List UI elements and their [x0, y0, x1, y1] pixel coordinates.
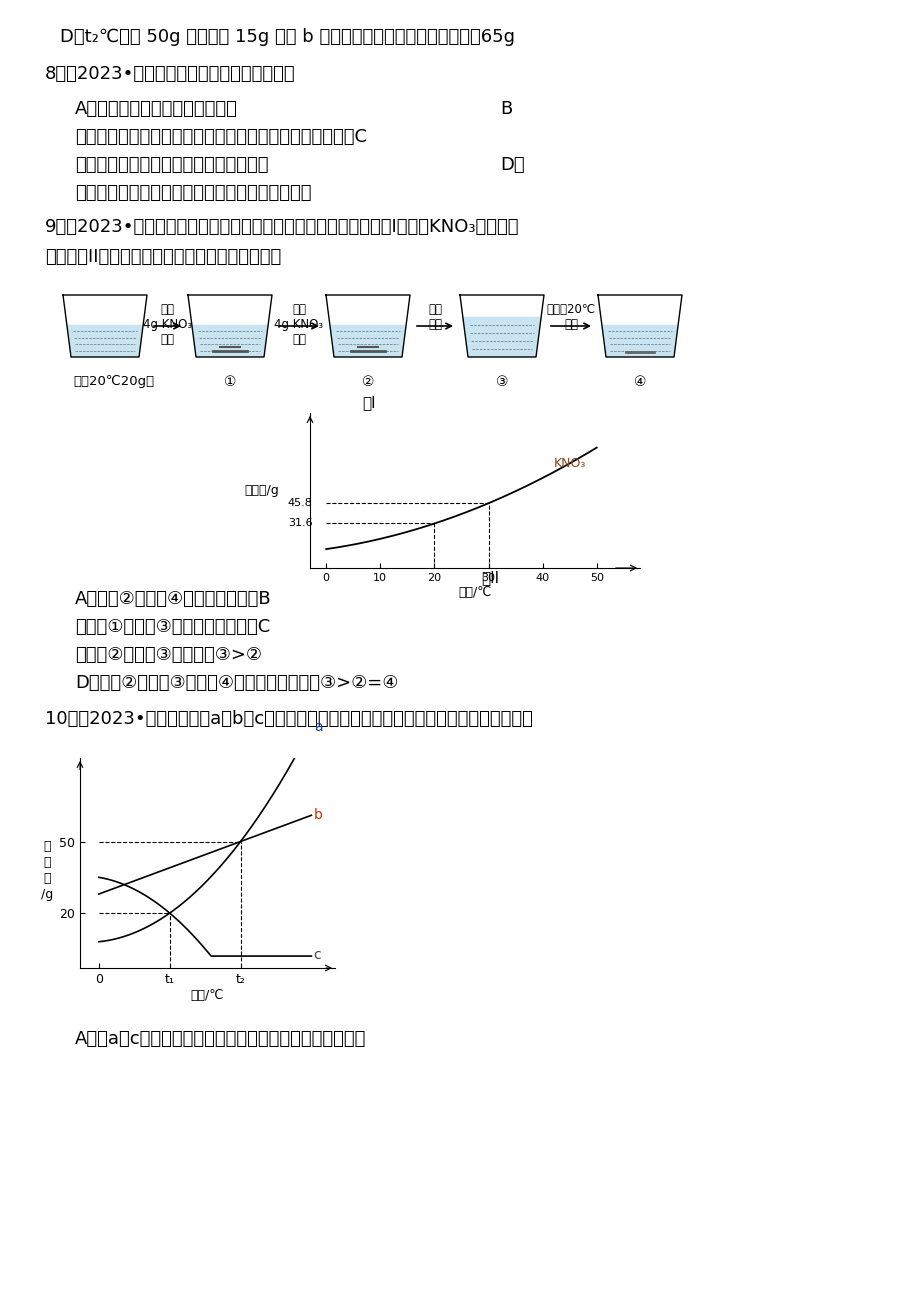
Text: b: b: [313, 809, 323, 823]
Polygon shape: [67, 324, 143, 357]
Text: A．空气中含量最多的气体是氧气: A．空气中含量最多的气体是氧气: [75, 100, 238, 118]
Text: A．溶液②、溶液④肯定是饱和溶液B: A．溶液②、溶液④肯定是饱和溶液B: [75, 590, 271, 608]
Text: D．溶液②、溶液③、溶液④的溶质质量分数：③>②=④: D．溶液②、溶液③、溶液④的溶质质量分数：③>②=④: [75, 674, 398, 691]
Text: c: c: [313, 948, 321, 962]
Text: ②: ②: [361, 375, 374, 389]
Text: ①: ①: [223, 375, 236, 389]
Text: 加八
4g KNO₃
搅拌: 加八 4g KNO₃ 搅拌: [274, 303, 323, 346]
Text: 加八
4g KNO₃
搅拌: 加八 4g KNO₃ 搅拌: [142, 303, 192, 346]
Text: D．: D．: [499, 156, 524, 174]
X-axis label: 温度/℃: 温度/℃: [190, 988, 224, 1001]
Text: 45.8: 45.8: [288, 499, 312, 509]
Text: 图I: 图I: [362, 395, 375, 410]
Text: 室渠20℃20g水: 室渠20℃20g水: [73, 375, 154, 388]
Text: D．t₂℃时向 50g 水中参加 15g 物质 b 充分搅拌，所得溶液质量肯定小于65g: D．t₂℃时向 50g 水中参加 15g 物质 b 充分搅拌，所得溶液质量肯定小…: [60, 29, 515, 46]
Polygon shape: [330, 324, 405, 357]
Text: 线（见图II）判断，下列说法错误的是（　　　）: 线（见图II）判断，下列说法错误的是（ ）: [45, 247, 281, 266]
Text: 溶解度/g: 溶解度/g: [244, 484, 278, 497]
Text: A．使a、c的饱和溶液析出晶体都可以承受降温结晶的方法: A．使a、c的饱和溶液析出晶体都可以承受降温结晶的方法: [75, 1030, 366, 1048]
Text: 31.6: 31.6: [288, 518, 312, 529]
Text: 10．（2023•泰安）如图是a、b、c三种固体物质的溶解度曲线。以下说法正确的选项是（）: 10．（2023•泰安）如图是a、b、c三种固体物质的溶解度曲线。以下说法正确的…: [45, 710, 532, 728]
Text: a: a: [313, 720, 322, 734]
X-axis label: 温度/℃: 温度/℃: [458, 586, 491, 599]
Polygon shape: [601, 324, 677, 357]
Text: ④: ④: [633, 375, 645, 389]
Text: ．溶液①、溶液③肯定是不饱和溶液C: ．溶液①、溶液③肯定是不饱和溶液C: [75, 618, 270, 635]
Text: 溶
解
度
/g: 溶 解 度 /g: [40, 840, 53, 901]
Text: 图II: 图II: [481, 570, 498, 585]
Text: 8．（2023•菏泽）以下说法正确的选项是（）: 8．（2023•菏泽）以下说法正确的选项是（）: [45, 65, 295, 83]
Text: ③: ③: [495, 375, 507, 389]
Text: B: B: [499, 100, 512, 118]
Text: ．电解水时与电源正极相连的试管中产生的气体具有助燃性C: ．电解水时与电源正极相连的试管中产生的气体具有助燃性C: [75, 128, 367, 146]
Polygon shape: [192, 324, 267, 357]
Text: 升温
搅拌: 升温 搅拌: [427, 303, 441, 331]
Text: 一氧化碳和二氧化碳组成元素一样，化学性质一样: 一氧化碳和二氧化碳组成元素一样，化学性质一样: [75, 184, 312, 202]
Text: ．溶液②、溶液③的质量：③>②: ．溶液②、溶液③的质量：③>②: [75, 646, 262, 664]
Polygon shape: [462, 316, 540, 357]
Text: 降温至20℃
静置: 降温至20℃ 静置: [546, 303, 595, 331]
Text: KNO₃: KNO₃: [553, 457, 585, 470]
Text: ．防止锵制品生锈必需同时隔绍氧气和水: ．防止锵制品生锈必需同时隔绍氧气和水: [75, 156, 268, 174]
Text: 9．（2023•济宁）为探究础酸鿨的溶解性，进展了如图试验（见图I）结合KNO₃溶解度曲: 9．（2023•济宁）为探究础酸鿨的溶解性，进展了如图试验（见图I）结合KNO₃…: [45, 217, 519, 236]
